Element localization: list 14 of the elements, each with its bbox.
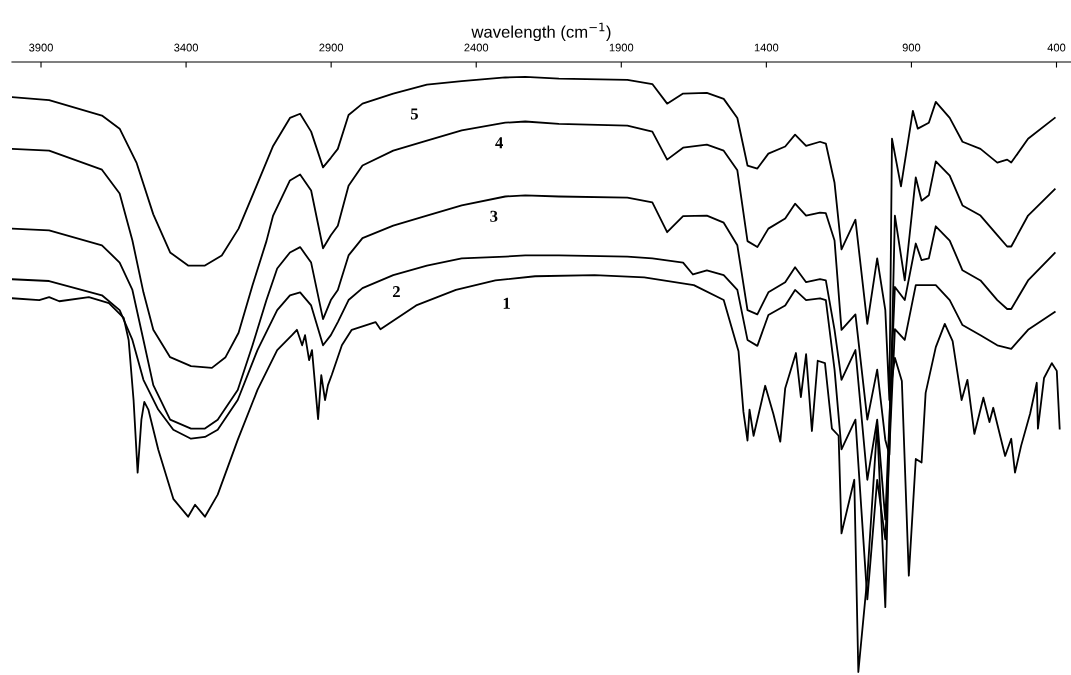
x-tick-label: 3400 [174,43,199,52]
x-tick-label: 2400 [464,43,489,52]
x-axis-title: wavelength (cm$^{−1}$) [471,22,611,42]
x-tick-label: 3900 [29,43,53,52]
series-label: 1 [503,297,510,309]
x-tick-label: 1900 [609,43,634,52]
series-label: 5 [410,108,418,120]
series-label: 3 [490,210,498,222]
series-label: 4 [495,137,503,149]
x-tick-label: 1400 [754,43,779,52]
x-tick-label: 2900 [319,43,344,52]
x-tick-label: 400 [1047,43,1066,52]
series-label: 2 [392,286,400,298]
x-tick-label: 900 [902,43,921,52]
